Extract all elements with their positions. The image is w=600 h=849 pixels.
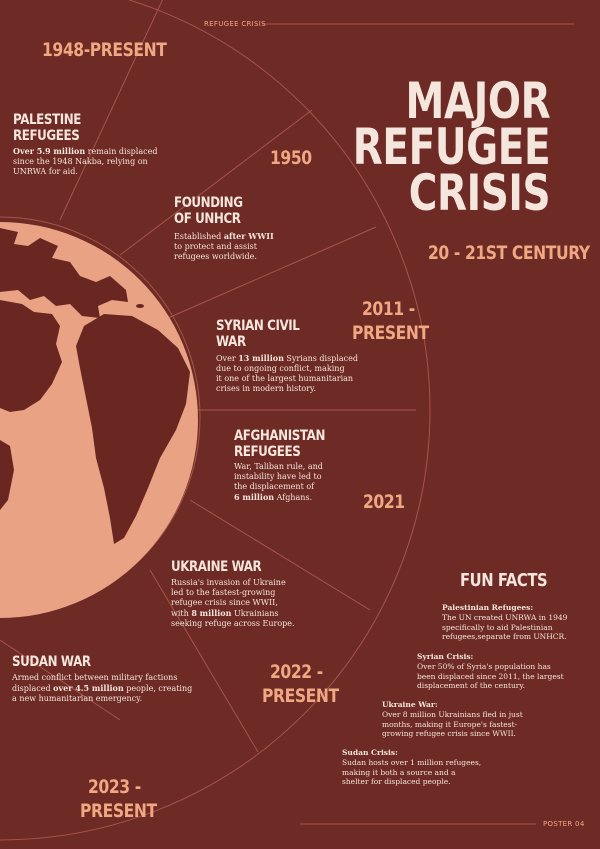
event-text: Over 5.9 million remain displaced since … xyxy=(13,146,158,176)
year-2022: 2022 - xyxy=(270,661,323,683)
outer-arc xyxy=(0,0,431,841)
spoke-line xyxy=(149,569,259,753)
event-text: Over 13 million Syrians displaced due to… xyxy=(216,353,358,393)
spoke-line xyxy=(119,109,313,256)
fun-fact-item: Palestinian Refugees: The UN created UNR… xyxy=(442,603,567,642)
event-title: PALESTINE xyxy=(13,112,82,128)
event-syria: SYRIAN CIVIL WAR Over 13 million Syrians… xyxy=(216,318,358,394)
event-text: War, Taliban rule, and instability have … xyxy=(234,462,323,502)
spoke-line xyxy=(0,639,121,721)
year-2011: 2011 - xyxy=(362,298,415,320)
event-title: UKRAINE WAR xyxy=(171,559,262,575)
poster-subtitle: 20 - 21ST CENTURY xyxy=(428,242,590,264)
poster-title: MAJOR REFUGEE CRISIS xyxy=(297,72,550,222)
event-title: OF UNHCR xyxy=(174,211,241,227)
event-text: Armed conflict between military factions… xyxy=(12,673,193,703)
year-1950: 1950 xyxy=(270,147,312,169)
event-title: SUDAN WAR xyxy=(12,654,91,670)
event-afghanistan: AFGHANISTAN REFUGEES War, Taliban rule, … xyxy=(234,428,345,503)
title-line: CRISIS xyxy=(408,164,550,222)
fun-fact-text: The UN created UNRWA in 1949 specificall… xyxy=(442,613,568,641)
fun-fact-text: Over 50% of Syria's population has been … xyxy=(417,662,564,690)
fun-fact-title: Palestinian Refugees: xyxy=(442,603,534,612)
year-1948: 1948-PRESENT xyxy=(42,39,167,61)
fun-facts-heading: FUN FACTS xyxy=(460,570,548,591)
event-title: SYRIAN CIVIL xyxy=(216,318,300,334)
header-tag: REFUGEE CRISIS xyxy=(204,20,266,28)
year-2023: 2023 - xyxy=(88,776,141,798)
event-text: Russia's invasion of Ukraine led to the … xyxy=(171,578,295,628)
event-title: WAR xyxy=(216,334,246,350)
fun-fact-item: Sudan Crisis: Sudan hosts over 1 million… xyxy=(342,748,481,787)
spoke-line xyxy=(167,226,377,319)
footer-tag: POSTER 04 xyxy=(543,820,585,828)
event-title: AFGHANISTAN xyxy=(234,428,326,444)
year-2021: 2021 xyxy=(363,491,405,513)
fun-fact-title: Ukraine War: xyxy=(382,700,438,709)
event-palestine: PALESTINE REFUGEES Over 5.9 million rema… xyxy=(13,112,157,177)
event-ukraine: UKRAINE WAR Russia's invasion of Ukraine… xyxy=(171,559,295,629)
globe-icon xyxy=(0,222,198,618)
year-2011-present: PRESENT xyxy=(352,322,429,344)
year-2022-present: PRESENT xyxy=(262,685,339,707)
event-title: FOUNDING xyxy=(174,195,243,211)
fun-fact-title: Syrian Crisis: xyxy=(417,652,474,661)
year-2023-present: PRESENT xyxy=(80,800,157,822)
title-line: MAJOR xyxy=(405,72,550,130)
spoke-line xyxy=(189,499,371,611)
event-title: REFUGEES xyxy=(234,444,301,460)
fun-fact-text: Over 8 million Ukrainians fled in just m… xyxy=(382,710,523,738)
event-sudan: SUDAN WAR Armed conflict between militar… xyxy=(12,654,192,704)
event-unhcr: FOUNDING OF UNHCR Established after WWII… xyxy=(174,195,274,262)
fun-fact-title: Sudan Crisis: xyxy=(342,748,398,757)
event-title: REFUGEES xyxy=(13,128,80,144)
spoke-line xyxy=(59,0,163,221)
fun-fact-text: Sudan hosts over 1 million refugees, mak… xyxy=(342,758,482,786)
event-text: Established after WWII to protect and as… xyxy=(174,231,274,261)
fun-fact-item: Ukraine War: Over 8 million Ukrainians f… xyxy=(382,700,523,739)
fun-fact-item: Syrian Crisis: Over 50% of Syria's popul… xyxy=(417,652,564,691)
title-line: REFUGEE xyxy=(352,118,550,176)
